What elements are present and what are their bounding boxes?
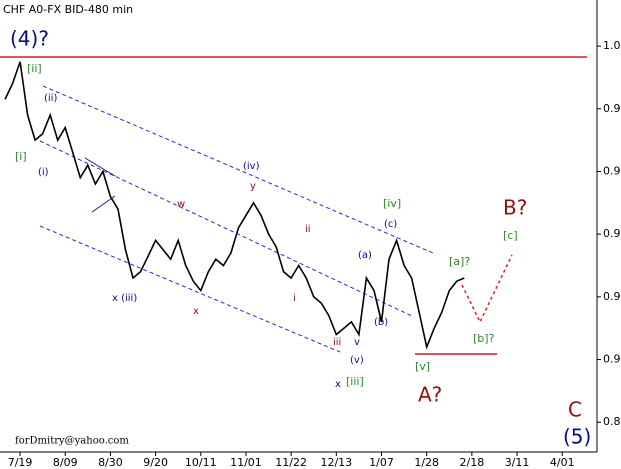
wedge-line: [84, 157, 116, 177]
annotation: (v): [350, 355, 364, 366]
y-tick-label: 0.88: [603, 415, 621, 428]
y-tick-label: 0.96: [603, 164, 621, 177]
y-tick-label: 0.92: [603, 290, 621, 303]
annotation: (i): [38, 167, 49, 178]
x-tick-label: 11/22: [275, 456, 307, 469]
annotation: [iv]: [383, 197, 401, 210]
y-tick-label: 0.98: [603, 102, 621, 115]
y-tick-label: 0.94: [603, 227, 621, 240]
annotation: (c): [384, 219, 397, 230]
x-tick-label: 11/01: [230, 456, 262, 469]
annotation: A?: [418, 383, 442, 407]
x-tick-label: 2/18: [460, 456, 485, 469]
annotation: i: [293, 293, 296, 304]
channel-line: [39, 225, 341, 353]
x-tick-label: 8/09: [53, 456, 78, 469]
annotation: [b]?: [473, 332, 495, 345]
annotation: [ii]: [27, 62, 42, 75]
projection-path: [461, 254, 513, 324]
annotation: B?: [503, 196, 527, 220]
x-tick-label: 1/28: [414, 456, 439, 469]
annotation: (ii): [44, 93, 57, 104]
x-tick-label: 8/30: [98, 456, 123, 469]
annotation: w: [177, 199, 185, 210]
y-tick-label: 1.0: [603, 39, 621, 52]
x-tick-label: 12/13: [320, 456, 352, 469]
x-tick-label: 7/19: [8, 456, 33, 469]
annotation: [iii]: [346, 375, 364, 388]
annotation: [i]: [15, 150, 27, 163]
annotation: x: [335, 379, 341, 390]
annotation: y: [250, 181, 256, 192]
annotation: (4)?: [10, 27, 49, 51]
annotation: iii: [333, 337, 341, 348]
annotation: x (iii): [112, 293, 137, 304]
annotation: (a): [358, 250, 372, 261]
annotation: C: [568, 398, 582, 422]
x-tick-label: 1/07: [369, 456, 394, 469]
channel-line: [39, 140, 413, 317]
annotation: [v]: [415, 360, 430, 373]
annotation: [a]?: [449, 255, 470, 268]
price-line: [4, 61, 465, 350]
annotation: ii: [305, 224, 311, 235]
annotation: [c]: [503, 229, 518, 242]
channel-line: [42, 85, 434, 254]
annotation: (b): [374, 317, 388, 328]
x-tick-label: 3/11: [505, 456, 530, 469]
annotation: x: [193, 306, 199, 317]
x-tick-label: 4/01: [550, 456, 575, 469]
annotation: v: [354, 337, 360, 348]
annotation: (5): [563, 425, 591, 449]
x-tick-label: 10/11: [185, 456, 217, 469]
y-tick-label: 0.9: [603, 353, 621, 366]
chart-title: CHF A0-FX BID-480 min: [3, 3, 133, 16]
footer: forDmitry@yahoo.com: [15, 436, 129, 447]
x-tick-label: 9/20: [143, 456, 168, 469]
annotation: (iv): [243, 161, 260, 172]
